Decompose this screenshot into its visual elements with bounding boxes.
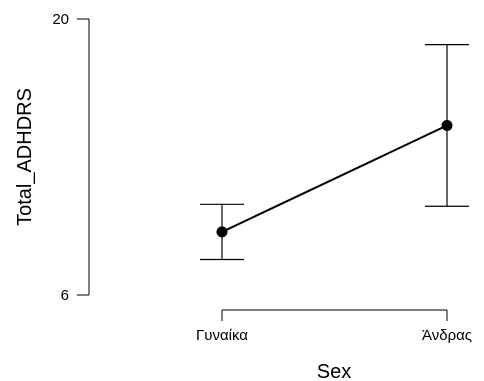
plot-marks: [200, 44, 469, 261]
y-axis-title: Total_ADHDRS: [14, 88, 36, 226]
y-tick-label-top: 20: [52, 11, 69, 28]
data-point-1: [441, 119, 453, 131]
data-point-0: [216, 226, 228, 238]
x-axis-title: Sex: [317, 361, 351, 381]
series-line: [221, 124, 448, 233]
x-tick-label-0: Γυναίκα: [196, 327, 248, 344]
x-tick-label-1: Άνδρας: [422, 327, 472, 344]
y-tick-label-bottom: 6: [61, 287, 69, 304]
